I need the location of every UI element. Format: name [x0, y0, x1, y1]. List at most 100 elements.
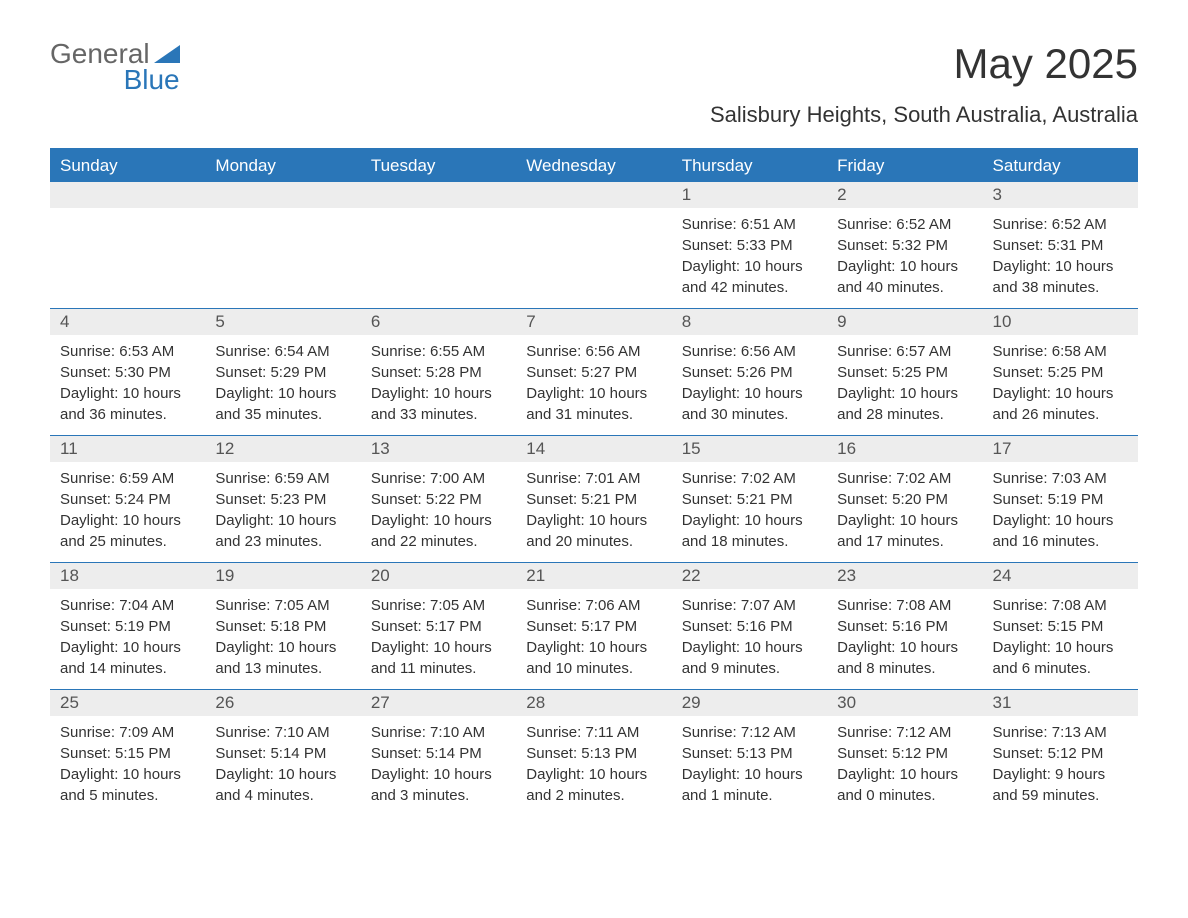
day-number [516, 182, 671, 208]
day-number: 15 [672, 436, 827, 462]
sunrise: Sunrise: 7:10 AM [215, 722, 350, 743]
calendar: SundayMondayTuesdayWednesdayThursdayFrid… [50, 148, 1138, 816]
day-cell: 17Sunrise: 7:03 AMSunset: 5:19 PMDayligh… [983, 436, 1138, 562]
day-number: 29 [672, 690, 827, 716]
sunset: Sunset: 5:17 PM [526, 616, 661, 637]
day-body: Sunrise: 7:00 AMSunset: 5:22 PMDaylight:… [361, 462, 516, 562]
day-cell: 18Sunrise: 7:04 AMSunset: 5:19 PMDayligh… [50, 563, 205, 689]
day-cell: 6Sunrise: 6:55 AMSunset: 5:28 PMDaylight… [361, 309, 516, 435]
day-body: Sunrise: 7:12 AMSunset: 5:12 PMDaylight:… [827, 716, 982, 816]
day-body: Sunrise: 6:54 AMSunset: 5:29 PMDaylight:… [205, 335, 360, 435]
day-body: Sunrise: 7:06 AMSunset: 5:17 PMDaylight:… [516, 589, 671, 689]
day-number: 2 [827, 182, 982, 208]
day-cell: 9 Sunrise: 6:57 AMSunset: 5:25 PMDaylight… [827, 309, 982, 435]
day-cell: 29Sunrise: 7:12 AMSunset: 5:13 PMDayligh… [672, 690, 827, 816]
day-body: Sunrise: 7:10 AMSunset: 5:14 PMDaylight:… [205, 716, 360, 816]
day-cell: 21Sunrise: 7:06 AMSunset: 5:17 PMDayligh… [516, 563, 671, 689]
sunset: Sunset: 5:22 PM [371, 489, 506, 510]
title-area: May 2025 Salisbury Heights, South Austra… [710, 40, 1138, 138]
day-number: 4 [50, 309, 205, 335]
daylight: Daylight: 10 hours and 42 minutes. [682, 256, 817, 298]
day-body: Sunrise: 6:56 AMSunset: 5:27 PMDaylight:… [516, 335, 671, 435]
daylight: Daylight: 10 hours and 6 minutes. [993, 637, 1128, 679]
daylight: Daylight: 10 hours and 3 minutes. [371, 764, 506, 806]
daylight: Daylight: 10 hours and 0 minutes. [837, 764, 972, 806]
day-cell: 10Sunrise: 6:58 AMSunset: 5:25 PMDayligh… [983, 309, 1138, 435]
sunset: Sunset: 5:26 PM [682, 362, 817, 383]
sunrise: Sunrise: 7:04 AM [60, 595, 195, 616]
sunrise: Sunrise: 7:08 AM [993, 595, 1128, 616]
day-cell: 25Sunrise: 7:09 AMSunset: 5:15 PMDayligh… [50, 690, 205, 816]
day-number: 9 [827, 309, 982, 335]
day-cell [361, 182, 516, 308]
daylight: Daylight: 10 hours and 2 minutes. [526, 764, 661, 806]
sunset: Sunset: 5:25 PM [993, 362, 1128, 383]
day-cell: 19Sunrise: 7:05 AMSunset: 5:18 PMDayligh… [205, 563, 360, 689]
day-body: Sunrise: 6:52 AMSunset: 5:32 PMDaylight:… [827, 208, 982, 308]
sunrise: Sunrise: 6:53 AM [60, 341, 195, 362]
day-body: Sunrise: 6:58 AMSunset: 5:25 PMDaylight:… [983, 335, 1138, 435]
day-number: 22 [672, 563, 827, 589]
day-number: 20 [361, 563, 516, 589]
day-body: Sunrise: 7:03 AMSunset: 5:19 PMDaylight:… [983, 462, 1138, 562]
day-number [361, 182, 516, 208]
sunrise: Sunrise: 7:01 AM [526, 468, 661, 489]
day-number: 7 [516, 309, 671, 335]
day-number: 25 [50, 690, 205, 716]
day-cell: 4Sunrise: 6:53 AMSunset: 5:30 PMDaylight… [50, 309, 205, 435]
sunrise: Sunrise: 7:00 AM [371, 468, 506, 489]
day-cell: 8Sunrise: 6:56 AMSunset: 5:26 PMDaylight… [672, 309, 827, 435]
day-cell [516, 182, 671, 308]
day-number: 24 [983, 563, 1138, 589]
day-body: Sunrise: 6:59 AMSunset: 5:24 PMDaylight:… [50, 462, 205, 562]
daylight: Daylight: 10 hours and 17 minutes. [837, 510, 972, 552]
sunset: Sunset: 5:15 PM [993, 616, 1128, 637]
sunset: Sunset: 5:14 PM [371, 743, 506, 764]
column-header: Saturday [983, 150, 1138, 182]
day-cell [50, 182, 205, 308]
day-cell: 22Sunrise: 7:07 AMSunset: 5:16 PMDayligh… [672, 563, 827, 689]
day-body: Sunrise: 6:59 AMSunset: 5:23 PMDaylight:… [205, 462, 360, 562]
daylight: Daylight: 10 hours and 40 minutes. [837, 256, 972, 298]
sunrise: Sunrise: 6:57 AM [837, 341, 972, 362]
daylight: Daylight: 10 hours and 33 minutes. [371, 383, 506, 425]
sunset: Sunset: 5:21 PM [526, 489, 661, 510]
daylight: Daylight: 10 hours and 1 minute. [682, 764, 817, 806]
column-header: Sunday [50, 150, 205, 182]
day-number: 8 [672, 309, 827, 335]
day-cell: 20Sunrise: 7:05 AMSunset: 5:17 PMDayligh… [361, 563, 516, 689]
sunrise: Sunrise: 6:59 AM [215, 468, 350, 489]
day-body: Sunrise: 6:51 AMSunset: 5:33 PMDaylight:… [672, 208, 827, 308]
week-row: 11Sunrise: 6:59 AMSunset: 5:24 PMDayligh… [50, 435, 1138, 562]
sunrise: Sunrise: 7:02 AM [837, 468, 972, 489]
sunset: Sunset: 5:12 PM [993, 743, 1128, 764]
sunset: Sunset: 5:14 PM [215, 743, 350, 764]
day-number: 16 [827, 436, 982, 462]
day-number: 21 [516, 563, 671, 589]
logo-sail-icon [154, 45, 180, 63]
sunrise: Sunrise: 6:59 AM [60, 468, 195, 489]
week-row: 25Sunrise: 7:09 AMSunset: 5:15 PMDayligh… [50, 689, 1138, 816]
day-cell: 24 Sunrise: 7:08 AMSunset: 5:15 PMDayligh… [983, 563, 1138, 689]
day-number: 6 [361, 309, 516, 335]
sunrise: Sunrise: 7:05 AM [215, 595, 350, 616]
day-cell: 1Sunrise: 6:51 AMSunset: 5:33 PMDaylight… [672, 182, 827, 308]
sunrise: Sunrise: 6:52 AM [837, 214, 972, 235]
sunrise: Sunrise: 7:11 AM [526, 722, 661, 743]
day-cell: 16Sunrise: 7:02 AMSunset: 5:20 PMDayligh… [827, 436, 982, 562]
daylight: Daylight: 10 hours and 28 minutes. [837, 383, 972, 425]
sunset: Sunset: 5:27 PM [526, 362, 661, 383]
day-body: Sunrise: 7:07 AMSunset: 5:16 PMDaylight:… [672, 589, 827, 689]
day-number: 18 [50, 563, 205, 589]
daylight: Daylight: 9 hours and 59 minutes. [993, 764, 1128, 806]
day-number: 30 [827, 690, 982, 716]
sunrise: Sunrise: 7:06 AM [526, 595, 661, 616]
sunrise: Sunrise: 7:12 AM [837, 722, 972, 743]
daylight: Daylight: 10 hours and 18 minutes. [682, 510, 817, 552]
sunset: Sunset: 5:25 PM [837, 362, 972, 383]
day-number: 31 [983, 690, 1138, 716]
daylight: Daylight: 10 hours and 22 minutes. [371, 510, 506, 552]
day-number: 27 [361, 690, 516, 716]
day-cell: 30Sunrise: 7:12 AMSunset: 5:12 PMDayligh… [827, 690, 982, 816]
sunset: Sunset: 5:17 PM [371, 616, 506, 637]
